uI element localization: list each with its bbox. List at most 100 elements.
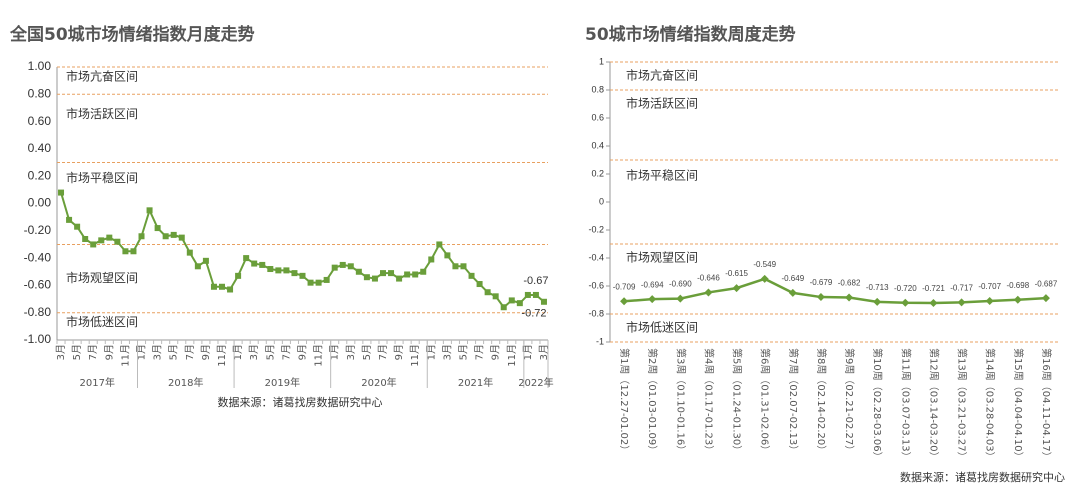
zone-label: 市场亢奋区间 bbox=[626, 68, 698, 83]
y-tick-label: -0.20 bbox=[24, 223, 52, 237]
x-tick-label: 5月 bbox=[457, 344, 469, 360]
marker bbox=[162, 233, 169, 240]
x-tick-label: 1月 bbox=[522, 344, 534, 360]
marker bbox=[1013, 295, 1022, 304]
x-tick-label: 7月 bbox=[474, 344, 486, 360]
x-tick-label: 7月 bbox=[280, 344, 292, 360]
marker bbox=[845, 293, 854, 302]
marker bbox=[275, 267, 282, 274]
x-tick-label: 第16周（04.11-04.17） bbox=[1040, 348, 1053, 462]
marker bbox=[676, 294, 685, 303]
group-label: 2020年 bbox=[361, 376, 396, 389]
group-label: 2019年 bbox=[265, 376, 300, 389]
x-tick-label: 1月 bbox=[136, 344, 148, 360]
marker bbox=[227, 286, 234, 293]
data-label: -0.646 bbox=[697, 274, 720, 283]
data-label: -0.615 bbox=[725, 269, 748, 278]
marker bbox=[532, 291, 539, 298]
marker bbox=[299, 272, 306, 279]
x-tick-label: 3月 bbox=[55, 344, 67, 360]
x-tick-label: 第12周（03.14-03.20） bbox=[927, 348, 940, 462]
data-label: -0.709 bbox=[613, 282, 636, 291]
marker bbox=[170, 231, 177, 238]
x-tick-label: 9月 bbox=[297, 344, 309, 360]
marker bbox=[98, 237, 105, 244]
marker bbox=[291, 270, 298, 277]
x-tick-label: 第3周（01.10-01.16） bbox=[674, 348, 687, 455]
y-tick-label: -1.00 bbox=[24, 332, 52, 346]
source: 数据来源：诸葛找房数据研究中心 bbox=[900, 470, 1065, 484]
x-tick-label: 5月 bbox=[168, 344, 180, 360]
marker bbox=[516, 300, 523, 307]
y-tick-label: -0.80 bbox=[24, 305, 52, 319]
x-tick-label: 第5周（01.24-01.30） bbox=[731, 348, 744, 455]
zone-label: 市场观望区间 bbox=[66, 270, 138, 285]
marker bbox=[1041, 294, 1050, 303]
y-tick-label: 0.40 bbox=[28, 141, 52, 155]
marker bbox=[219, 283, 226, 290]
zone-label: 市场活跃区间 bbox=[66, 106, 138, 121]
x-tick-label: 第6周（01.31-02.06） bbox=[759, 348, 772, 455]
group-label: 2021年 bbox=[458, 376, 493, 389]
marker bbox=[929, 298, 938, 307]
marker bbox=[404, 271, 411, 278]
marker bbox=[620, 297, 629, 306]
x-tick-label: 第4周（01.17-01.23） bbox=[702, 348, 715, 455]
marker bbox=[90, 241, 97, 248]
data-label: -0.721 bbox=[922, 284, 945, 293]
x-tick-label: 第15周（04.04-04.10） bbox=[1012, 348, 1025, 462]
data-label: -0.682 bbox=[838, 279, 861, 288]
marker bbox=[243, 255, 250, 262]
x-tick-label: 第2周（01.03-01.09） bbox=[646, 348, 659, 455]
marker bbox=[202, 257, 209, 264]
source: 数据来源：诸葛找房数据研究中心 bbox=[218, 395, 383, 409]
x-tick-label: 3月 bbox=[152, 344, 164, 360]
marker bbox=[130, 248, 137, 255]
x-tick-label: 1月 bbox=[232, 344, 244, 360]
data-label: -0.687 bbox=[1035, 279, 1058, 288]
marker bbox=[436, 241, 443, 248]
marker bbox=[484, 289, 491, 296]
x-tick-label: 第10周（02.28-03.06） bbox=[871, 348, 884, 462]
x-tick-label: 9月 bbox=[393, 344, 405, 360]
marker bbox=[138, 233, 145, 240]
x-tick-label: 第1周（12.27-01.02） bbox=[618, 348, 631, 455]
marker bbox=[114, 238, 121, 245]
y-tick-label: 0.20 bbox=[28, 168, 52, 182]
y-tick-label: -0.60 bbox=[24, 278, 52, 292]
group-label: 2017年 bbox=[80, 376, 115, 389]
y-tick-label: 0.8 bbox=[591, 84, 604, 94]
x-tick-label: 11月 bbox=[119, 344, 131, 367]
x-tick-label: 第8周（02.14-02.20） bbox=[815, 348, 828, 455]
x-tick-label: 5月 bbox=[71, 344, 83, 360]
marker bbox=[66, 216, 73, 223]
marker bbox=[347, 263, 354, 270]
marker bbox=[957, 298, 966, 307]
chart-title: 全国50城市场情绪指数月度走势 bbox=[9, 24, 255, 45]
x-tick-label: 第13周（03.21-03.27） bbox=[956, 348, 969, 462]
y-tick-label: 0.60 bbox=[28, 114, 52, 128]
y-tick-label: 1.00 bbox=[28, 59, 52, 73]
marker bbox=[901, 298, 910, 307]
y-tick-label: -0.8 bbox=[588, 308, 604, 318]
marker bbox=[732, 284, 741, 293]
marker bbox=[379, 270, 386, 277]
marker bbox=[251, 260, 258, 267]
zone-label: 市场低迷区间 bbox=[66, 314, 138, 329]
marker bbox=[412, 271, 419, 278]
x-tick-label: 3月 bbox=[441, 344, 453, 360]
marker bbox=[178, 234, 185, 241]
marker bbox=[388, 270, 395, 277]
data-label: -0.713 bbox=[866, 283, 889, 292]
marker bbox=[444, 252, 451, 259]
y-tick-label: 0 bbox=[599, 196, 604, 206]
marker bbox=[154, 225, 161, 232]
marker bbox=[210, 283, 217, 290]
x-tick-label: 7月 bbox=[87, 344, 99, 360]
marker bbox=[704, 288, 713, 297]
marker bbox=[873, 297, 882, 306]
x-tick-label: 7月 bbox=[184, 344, 196, 360]
y-tick-label: 0.6 bbox=[591, 112, 604, 122]
marker bbox=[58, 189, 65, 196]
